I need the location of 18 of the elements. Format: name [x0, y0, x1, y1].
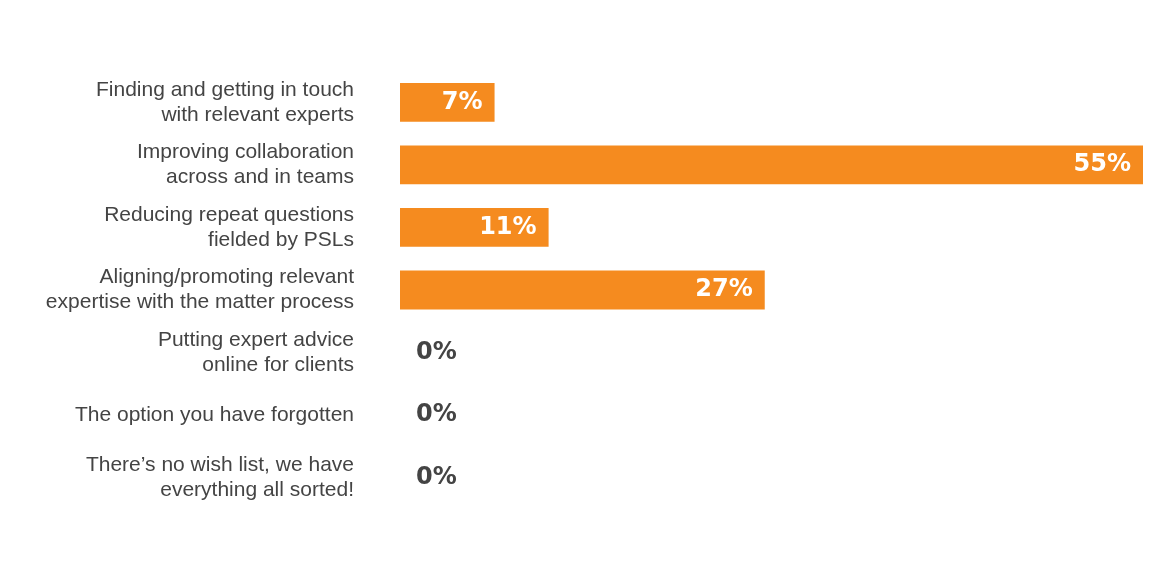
data-label: 0% — [416, 399, 457, 428]
y-tick-label: Improving collaboration across and in teams — [136, 139, 354, 188]
y-tick-label: Putting expert advice online for clients — [157, 326, 354, 375]
data-label: 55% — [1073, 149, 1131, 178]
bar — [400, 270, 765, 310]
y-tick-label: Finding and getting in touch with relevant experts — [95, 76, 354, 125]
bar — [400, 208, 549, 247]
data-label: 7% — [441, 86, 483, 115]
data-label: 0% — [416, 461, 457, 490]
data-label: 0% — [416, 336, 457, 365]
data-label: 27% — [695, 274, 753, 303]
y-tick-label: The option you have forgotten — [74, 401, 354, 425]
bar — [400, 83, 495, 122]
y-tick-label: There’s no wish list, we have everything all sorted! — [85, 451, 354, 500]
y-tick-label: Aligning/promoting relevant expertise with the matter process — [45, 264, 355, 313]
bar — [400, 145, 1143, 185]
data-label: 11% — [479, 211, 537, 240]
y-tick-label: Reducing repeat questions fielded by PSLs — [104, 201, 354, 250]
